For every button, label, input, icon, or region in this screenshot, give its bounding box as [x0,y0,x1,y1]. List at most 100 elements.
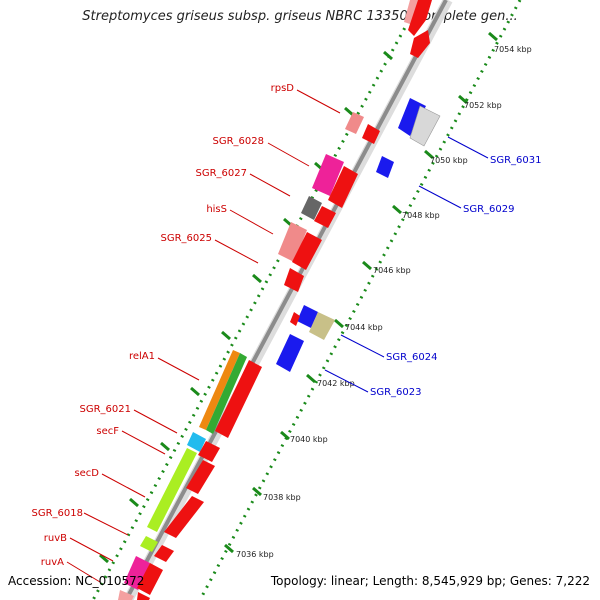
gene-red-small-2[interactable] [290,312,300,326]
gene-relA1-orange[interactable] [199,350,240,430]
scale-label-7046: 7046 kbp [373,266,411,275]
genome-backbone [124,0,448,600]
gene-hisS-red[interactable] [314,206,336,228]
scale-label-7050: 7050 kbp [430,156,468,165]
leader-SGR_6024 [340,334,385,358]
gene-label-SGR_6028[interactable]: SGR_6028 [213,136,265,147]
gene-label-SGR_6031[interactable]: SGR_6031 [490,155,542,166]
gene-label-secD[interactable]: secD [74,468,99,479]
leader-ruvA [66,561,101,583]
gene-rpsD-partner[interactable] [362,124,380,144]
gene-label-SGR_6024[interactable]: SGR_6024 [386,352,438,363]
right-gene-leaders [324,136,489,393]
leader-SGR_6028 [267,142,310,167]
genome-stats-label: Topology: linear; Length: 8,545,929 bp; … [270,574,590,588]
left-tick-b [344,106,354,117]
gene-hisS[interactable] [301,196,322,220]
right-tick-track [198,0,522,600]
accession-label: Accession: NC_010572 [8,574,145,588]
leader-rpsD [296,89,341,114]
gene-SGR_6018[interactable] [140,536,158,552]
left-tick-j [99,553,109,564]
left-gene-leaders [66,89,341,583]
gene-SGR_6031[interactable] [409,105,441,147]
left-tick-g [190,386,200,397]
leader-SGR_6029 [418,185,462,209]
gene-SGR_6028[interactable] [312,154,344,196]
major-tick-7046 [362,260,372,271]
gene-arrow-top-red-2[interactable] [410,30,430,58]
leader-relA1 [157,357,200,381]
leader-secD [101,473,146,498]
gene-label-SGR_6027[interactable]: SGR_6027 [196,168,248,179]
gene-secD-red-1[interactable] [186,460,215,494]
gene-SGR_6029[interactable] [376,156,394,178]
major-tick-7044 [334,318,344,329]
left-tick-a [383,50,393,61]
gene-label-ruvA[interactable]: ruvA [41,557,64,568]
gene-label-rpsD[interactable]: rpsD [271,83,295,94]
gene-SGR_6025[interactable] [278,222,307,262]
leader-secF [121,430,166,455]
gene-ruvA[interactable] [124,556,150,590]
left-tick-e [252,273,262,284]
scale-label-7036: 7036 kbp [236,550,274,559]
gene-SGR_6024[interactable] [309,312,335,340]
gene-label-ruvB[interactable]: ruvB [44,533,67,544]
gene-rpsD[interactable] [345,112,364,134]
leader-SGR_6027 [249,173,291,197]
major-tick-7052 [458,94,468,105]
gene-secF-red[interactable] [198,441,220,462]
gene-bottom-pink[interactable] [118,590,134,600]
scale-label-7038: 7038 kbp [263,493,301,502]
gene-secD[interactable] [147,448,197,532]
scale-label-7048: 7048 kbp [402,211,440,220]
major-tick-7050 [424,149,434,160]
gene-relA1-red[interactable] [215,360,262,438]
scale-label-7040: 7040 kbp [290,435,328,444]
gene-label-SGR_6025[interactable]: SGR_6025 [161,233,213,244]
major-tick-7054 [488,31,498,42]
gene-SGR_6024-blue[interactable] [297,305,318,328]
gene-SGR_6031-blue[interactable] [398,98,426,136]
gene-arrow-top-red-1[interactable] [408,0,432,36]
gene-label-hisS[interactable]: hisS [206,204,227,215]
major-tick-7036 [224,543,234,554]
scale-label-7044: 7044 kbp [345,323,383,332]
gene-bottom-red[interactable] [137,592,150,600]
gene-ruvA-red[interactable] [137,563,163,595]
leader-hisS [229,209,274,235]
gene-label-SGR_6018[interactable]: SGR_6018 [32,508,84,519]
gene-red-small-1[interactable] [284,268,304,292]
major-tick-7048 [392,204,402,215]
gene-SGR_6021[interactable] [187,432,206,452]
gene-relA1-green[interactable] [206,353,247,434]
major-ticks [224,31,498,554]
gene-SGR_6023[interactable] [276,334,304,372]
gene-label-SGR_6029[interactable]: SGR_6029 [463,204,515,215]
leader-ruvB [69,537,114,562]
gene-SGR_6025-red[interactable] [292,232,322,270]
gene-label-secF[interactable]: secF [96,426,119,437]
leader-SGR_6031 [447,136,489,159]
gene-features [118,0,441,600]
gene-label-SGR_6023[interactable]: SGR_6023 [370,387,422,398]
gene-secD-red-2[interactable] [164,496,204,538]
leader-SGR_6023 [324,369,369,393]
gene-SGR_6027[interactable] [328,166,358,208]
gene-label-SGR_6021[interactable]: SGR_6021 [80,404,132,415]
leader-SGR_6021 [133,409,178,434]
major-tick-7042 [306,373,316,384]
left-tick-f [221,330,231,341]
scale-label-7054: 7054 kbp [494,45,532,54]
left-tick-track [91,0,422,600]
leader-SGR_6025 [214,239,259,264]
leader-SGR_6018 [83,512,129,536]
gene-label-relA1[interactable]: relA1 [129,351,155,362]
scale-label-7042: 7042 kbp [317,379,355,388]
scale-label-7052: 7052 kbp [464,101,502,110]
major-tick-7040 [280,430,290,441]
gene-ruvB[interactable] [154,545,174,562]
left-tick-i [129,497,139,508]
